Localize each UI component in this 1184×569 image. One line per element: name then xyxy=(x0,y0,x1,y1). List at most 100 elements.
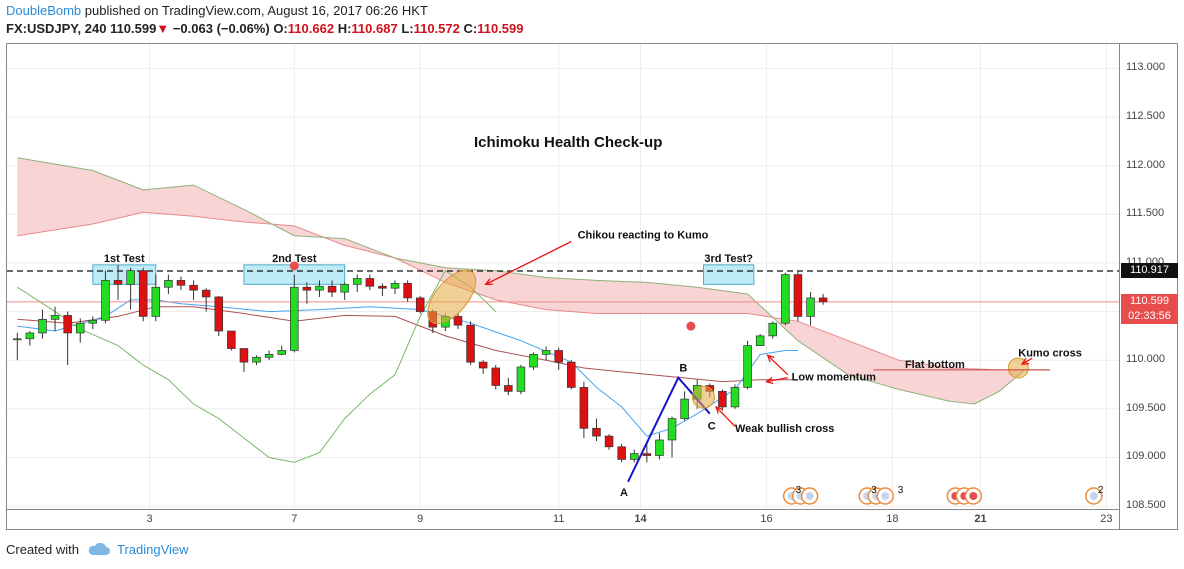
bar-countdown-tag: 02:33:56 xyxy=(1121,308,1178,324)
down-arrow-icon: ▼ xyxy=(156,21,170,36)
candle-body xyxy=(743,345,752,388)
price-tick-label: 112.000 xyxy=(1126,158,1165,171)
candle-body xyxy=(529,354,538,368)
price-plot[interactable]: 1st Test 2nd Test 3rd Test? A B C Ichimoku Hea… xyxy=(6,43,1120,510)
candle-body xyxy=(126,270,135,285)
candle-body xyxy=(718,390,727,408)
time-tick-label: 11 xyxy=(552,513,565,525)
annotation-arrow xyxy=(715,406,736,427)
published-text: published on TradingView.com, August 16,… xyxy=(81,3,428,18)
candle-body xyxy=(781,274,790,324)
current-price-tag: 110.599 xyxy=(1121,293,1178,309)
candle-body xyxy=(227,330,236,349)
candle-body xyxy=(138,270,148,317)
candle-body xyxy=(390,282,400,289)
candle-body xyxy=(755,335,765,346)
candle-body xyxy=(239,348,249,363)
time-tick-label: 7 xyxy=(291,513,298,525)
candle-body xyxy=(567,361,576,388)
open-label: O: xyxy=(273,21,288,36)
last-price: 110.599 xyxy=(110,21,157,36)
high-label: H: xyxy=(337,21,352,36)
footer: Created with TradingView xyxy=(6,542,189,557)
price-tick-label: 110.000 xyxy=(1126,353,1165,366)
event-count: 3 xyxy=(871,485,877,496)
time-tick-label: 18 xyxy=(886,513,899,525)
price-axis[interactable]: 113.000112.500112.000111.500111.000110.5… xyxy=(1120,43,1178,530)
chikou-span xyxy=(17,269,497,463)
red-dot-marker xyxy=(686,321,696,331)
arrow-head xyxy=(766,354,775,363)
annotation-arrow xyxy=(766,377,788,383)
candle-body xyxy=(277,350,286,355)
time-tick-label: 14 xyxy=(634,513,647,525)
chikou-highlight-ellipse xyxy=(427,269,477,325)
annotation-arrow xyxy=(485,240,572,285)
event-count: 3 xyxy=(898,485,904,496)
candle-body xyxy=(403,282,412,299)
price-tick-label: 109.000 xyxy=(1126,450,1166,463)
candle-body xyxy=(25,332,35,340)
test-label: 3rd Test? xyxy=(704,253,753,265)
abc-label-c: C xyxy=(708,421,716,433)
flag-icon xyxy=(969,492,978,500)
candle-body xyxy=(113,280,123,285)
candle-body xyxy=(50,315,60,320)
event-count: 3 xyxy=(796,485,802,496)
change-value: −0.063 (−0.06%) xyxy=(172,21,270,36)
weak-cross-highlight xyxy=(692,385,715,409)
candle-body xyxy=(415,297,425,312)
candle-body xyxy=(642,453,652,456)
kijun-sen xyxy=(17,306,798,383)
candle-body xyxy=(352,278,362,285)
event-count: 2 xyxy=(1098,485,1104,496)
kumo-cross-label: Kumo cross xyxy=(1018,347,1082,359)
arrow-head xyxy=(484,278,493,285)
time-axis[interactable]: 3 7 9 11 14 16 18 21 23 xyxy=(6,510,1120,530)
price-tick-label: 112.500 xyxy=(1126,109,1165,122)
ichimoku-chart[interactable]: 1st Test 2nd Test 3rd Test? A B C Ichimoku Hea… xyxy=(7,44,1120,510)
candle-body xyxy=(680,398,689,419)
candle-body xyxy=(13,338,22,341)
flag-icon xyxy=(881,492,890,500)
candle-body xyxy=(629,453,639,460)
arrow-head xyxy=(715,405,723,414)
candle-body xyxy=(290,286,299,351)
chikou-note-label: Chikou reacting to Kumo xyxy=(578,230,709,242)
candle-body xyxy=(75,322,85,334)
candle-body xyxy=(453,316,463,326)
candle-body xyxy=(88,319,98,324)
chart-header: DoubleBomb published on TradingView.com,… xyxy=(6,2,1178,42)
candle-body xyxy=(806,297,815,317)
publish-line: DoubleBomb published on TradingView.com,… xyxy=(6,2,1178,20)
dashed-level-tag: 110.917 xyxy=(1121,262,1178,278)
created-with-label: Created with xyxy=(6,542,79,557)
candle-body xyxy=(466,324,475,363)
candle-body xyxy=(478,361,488,369)
time-tick-label: 3 xyxy=(146,513,153,525)
candle-body xyxy=(302,286,312,291)
price-tick-label: 113.000 xyxy=(1126,61,1165,74)
candle-body xyxy=(164,280,173,288)
senkou-span-a xyxy=(17,211,1050,371)
candle-body xyxy=(491,367,501,386)
tradingview-logo-link[interactable]: TradingView xyxy=(116,542,189,557)
weak-cross-label: Weak bullish cross xyxy=(735,423,834,435)
symbol-label: FX:USDJPY, 240 xyxy=(6,21,107,36)
candle-body xyxy=(264,354,274,358)
candle-body xyxy=(730,387,740,408)
candle-body xyxy=(516,366,526,392)
candle-body xyxy=(768,322,778,337)
candle-body xyxy=(604,435,614,448)
candle-body xyxy=(63,315,72,334)
author-link[interactable]: DoubleBomb xyxy=(6,3,82,18)
candle-body xyxy=(579,387,589,429)
low-label: L: xyxy=(401,21,414,36)
candle-body xyxy=(252,356,261,363)
time-tick-label: 16 xyxy=(760,513,773,525)
time-tick-label: 9 xyxy=(417,513,424,525)
red-dot-marker xyxy=(289,261,299,271)
chart-title: Ichimoku Health Check-up xyxy=(474,134,662,151)
tradingview-cloud-icon xyxy=(88,542,110,555)
close-label: C: xyxy=(463,21,478,36)
